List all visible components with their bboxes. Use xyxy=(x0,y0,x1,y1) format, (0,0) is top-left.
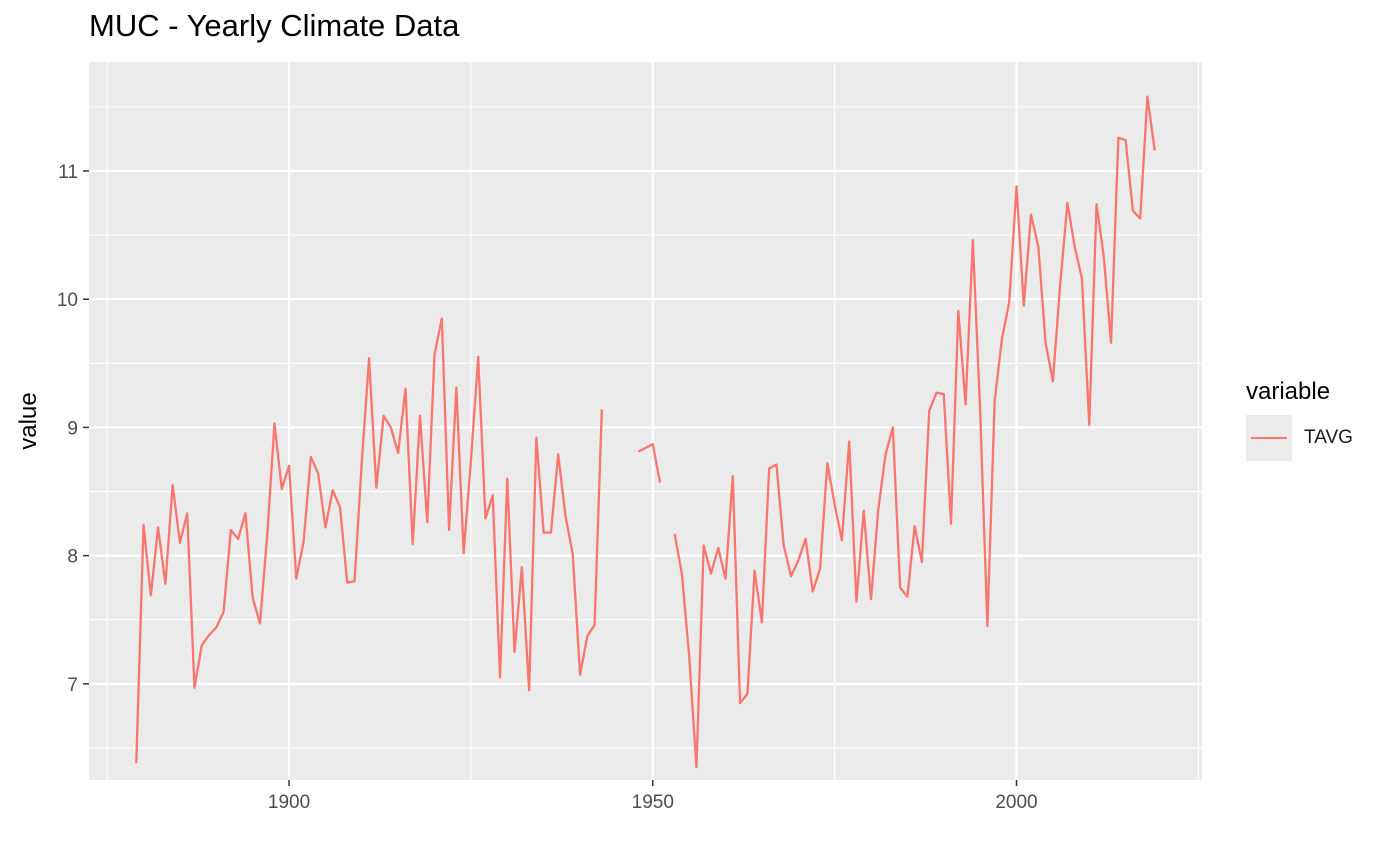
y-axis-label: value xyxy=(15,392,42,449)
legend-key-line xyxy=(1246,415,1292,461)
legend: variable TAVG xyxy=(1246,378,1353,461)
series-line-tavg xyxy=(135,317,603,764)
chart-title: MUC - Yearly Climate Data xyxy=(89,8,460,43)
legend-label: TAVG xyxy=(1304,427,1353,448)
y-tick-label: 11 xyxy=(58,162,78,183)
legend-title: variable xyxy=(1246,378,1331,405)
series-line-tavg xyxy=(637,442,662,483)
x-tick-label: 2000 xyxy=(995,792,1037,813)
x-tick-label: 1900 xyxy=(268,792,310,813)
y-tick-label: 10 xyxy=(57,290,78,311)
legend-item-tavg: TAVG xyxy=(1246,415,1353,461)
series-line-tavg xyxy=(673,95,1156,769)
plot-panel xyxy=(89,62,1202,780)
series-layer xyxy=(135,95,1156,769)
y-tick-label: 8 xyxy=(67,547,78,568)
x-tick-label: 1950 xyxy=(632,792,674,813)
y-tick-label: 9 xyxy=(67,418,78,439)
y-tick-label: 7 xyxy=(67,675,78,696)
axis-ticks: 1900 1950 2000 7 8 9 10 11 xyxy=(57,162,1038,813)
